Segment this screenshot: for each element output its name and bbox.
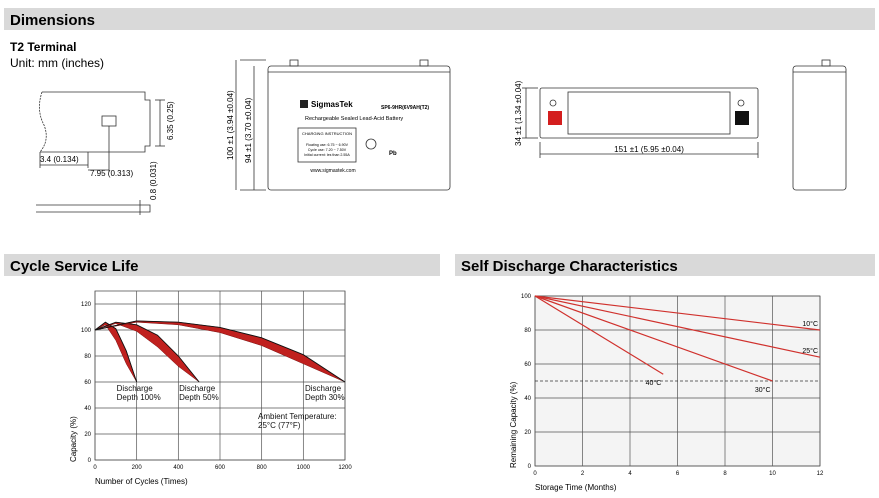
x-tick-label: 400: [173, 465, 184, 471]
dimension-label: 94 ±1 (3.70 ±0.04): [244, 97, 253, 163]
subtitle: T2 Terminal: [10, 40, 76, 54]
y-tick-label: 40: [84, 406, 91, 412]
dimension-label: 151 ±1 (5.95 ±0.04): [614, 145, 684, 154]
instruction-title: CHARGING INSTRUCTION: [302, 131, 352, 136]
dimension-label: 6.35 (0.25): [166, 101, 175, 140]
section-title: Cycle Service Life: [10, 258, 138, 275]
y-tick-label: 40: [524, 396, 531, 402]
y-tick-label: 60: [84, 380, 91, 386]
section-bar: [4, 254, 440, 276]
series-label: Discharge Depth 30%: [305, 384, 345, 402]
discharge-line: [534, 295, 664, 375]
terminal-drawing: [36, 91, 165, 215]
y-tick-label: 20: [84, 432, 91, 438]
capacity-curve: [94, 320, 346, 383]
section-bar: [455, 254, 875, 276]
y-tick-label: 100: [521, 294, 532, 300]
dimension-label: 100 ±1 (3.94 ±0.04): [226, 90, 235, 160]
y-tick-label: 0: [88, 458, 92, 464]
x-tick-label: 4: [628, 471, 632, 477]
dimension-label: 7.95 (0.313): [90, 169, 133, 178]
x-tick-label: 600: [215, 465, 226, 471]
x-tick-label: 200: [132, 465, 143, 471]
y-tick-label: 80: [524, 328, 531, 334]
website: www.sigmastek.com: [310, 168, 355, 174]
x-tick-label: 2: [581, 471, 585, 477]
section-bar: [4, 8, 875, 30]
x-tick-label: 1000: [297, 465, 311, 471]
y-axis-label: Remaining Capacity (%): [509, 381, 518, 468]
capacity-curve: [94, 321, 200, 383]
description: Rechargeable Sealed Lead-Acid Battery: [305, 116, 403, 122]
x-tick-label: 0: [93, 465, 97, 471]
series-label: 40°C: [646, 379, 662, 387]
annotation: Ambient Temperature: 25°C (77°F): [258, 412, 337, 430]
x-tick-label: 1200: [338, 465, 352, 471]
unit-note: Unit: mm (inches): [10, 56, 104, 70]
section-title: Dimensions: [10, 12, 95, 29]
series-label: 30°C: [755, 386, 771, 394]
dimension-label: 34 ±1 (1.34 ±0.04): [514, 80, 523, 146]
x-tick-label: 12: [817, 471, 824, 477]
x-tick-label: 800: [257, 465, 268, 471]
pb-mark: Pb: [389, 151, 397, 157]
dimension-label: 0.8 (0.031): [149, 161, 158, 200]
y-tick-label: 80: [84, 354, 91, 360]
y-tick-label: 60: [524, 362, 531, 368]
discharge-line: [534, 295, 821, 331]
instruction: Cycle use: 7.20 ~ 7.50V: [308, 148, 347, 152]
negative-terminal: [735, 111, 749, 125]
model: SP6-9HR(6V9AH(T2): [381, 105, 429, 111]
x-tick-label: 0: [533, 471, 537, 477]
positive-terminal: [548, 111, 562, 125]
x-axis-label: Number of Cycles (Times): [95, 477, 188, 486]
y-tick-label: 120: [81, 302, 92, 308]
y-tick-label: 20: [524, 430, 531, 436]
series-label: Discharge Depth 50%: [179, 384, 219, 402]
front-view: [235, 59, 451, 191]
dimension-label: 3.4 (0.134): [40, 155, 79, 164]
brand: SigmasTek: [311, 100, 353, 109]
logo: [300, 100, 308, 108]
series-label: Discharge Depth 100%: [116, 384, 161, 402]
x-tick-label: 8: [723, 471, 727, 477]
series-label: 25°C: [802, 347, 818, 355]
top-view: [522, 87, 759, 158]
x-axis-label: Storage Time (Months): [535, 483, 617, 492]
y-axis-label: Capacity (%): [69, 416, 78, 462]
y-tick-label: 0: [528, 464, 532, 470]
instruction: Initial current: les than 2.55A: [304, 153, 350, 157]
capacity-curve: [94, 321, 138, 383]
discharge-line: [534, 295, 821, 358]
instruction: Floating use: 6.75 ~ 6.90V: [306, 143, 349, 147]
x-tick-label: 10: [769, 471, 776, 477]
side-view: [792, 59, 847, 191]
series-label: 10°C: [802, 320, 818, 328]
section-title: Self Discharge Characteristics: [461, 258, 678, 275]
x-tick-label: 6: [676, 471, 680, 477]
discharge-line: [534, 295, 773, 382]
y-tick-label: 100: [81, 328, 92, 334]
